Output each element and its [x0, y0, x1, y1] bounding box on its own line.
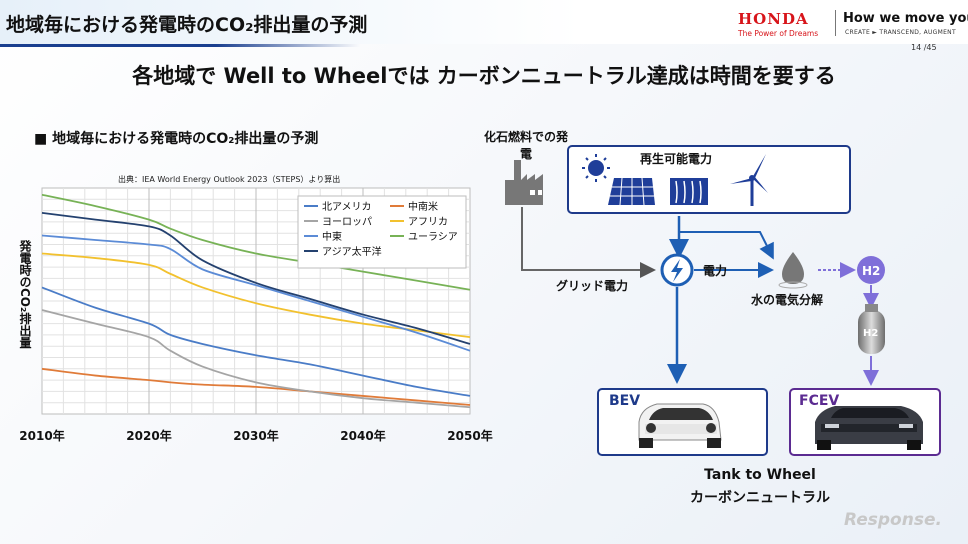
hydrogen-label: H2 [862, 264, 880, 278]
chart-legend [297, 195, 467, 269]
honda-wordmark: HONDA [738, 10, 809, 28]
chart-y-axis-label: 発電時のCO₂排出量 [18, 240, 32, 349]
series-line [41, 211, 471, 345]
legend-label: アフリカ [408, 216, 448, 228]
hydrogen-tank-icon: H2 [858, 304, 885, 354]
carbon-neutral-label: カーボンニュートラル [690, 490, 830, 506]
tank-h2-label: H2 [863, 328, 878, 339]
series-line [41, 309, 471, 409]
power-label: 電力 [703, 264, 728, 278]
chart-source: 出典：IEA World Energy Outlook 2023（STEPS）よ… [118, 175, 341, 184]
bev-label: BEV [609, 393, 641, 409]
fcev-car-icon [815, 406, 923, 450]
legend-label: 北アメリカ [322, 201, 372, 213]
chart-heading: ■ 地域毎における発電時のCO₂排出量の予測 [34, 131, 319, 147]
series-line [41, 286, 471, 397]
legend-label: 中東 [322, 230, 342, 243]
slogan-sub: CREATE ► TRANSCEND, AUGMENT [845, 29, 956, 36]
fcev-box [789, 388, 941, 456]
hydrogen-icon: H2 [857, 256, 885, 284]
grid-power-line [521, 207, 656, 278]
grid-power-label: グリッド電力 [556, 279, 629, 293]
x-tick-label: 2010年 [19, 428, 64, 443]
honda-tagline: The Power of Dreams [738, 29, 819, 38]
x-tick-label: 2050年 [447, 428, 492, 443]
power-icon [660, 253, 694, 287]
series-line [41, 234, 471, 352]
logo-divider [835, 10, 836, 36]
renewable-power-label: 再生可能電力 [640, 152, 713, 166]
electrolysis-label: 水の電気分解 [751, 293, 824, 307]
legend-label: アジア太平洋 [322, 245, 382, 258]
legend-label: ヨーロッパ [322, 216, 372, 228]
tank-to-wheel-label: Tank to Wheel [704, 467, 816, 483]
bev-car-icon [638, 403, 722, 448]
honda-logo: HONDA The Power of Dreams [738, 10, 838, 38]
header-underline [0, 44, 360, 47]
x-tick-label: 2030年 [233, 428, 278, 443]
legend-label: 中南米 [408, 200, 438, 213]
slide-title: 地域毎における発電時のCO₂排出量の予測 [6, 14, 368, 36]
header-bar [0, 0, 968, 44]
factory-icon [505, 160, 543, 205]
renewable-to-electrolysis-line [679, 231, 774, 260]
fcev-label: FCEV [799, 393, 840, 409]
headline: 各地域で Well to Wheelでは カーボンニュートラル達成は時間を要する [132, 64, 836, 88]
x-tick-label: 2020年 [126, 428, 171, 443]
page-number: 14 /45 [911, 43, 937, 52]
x-tick-label: 2040年 [340, 428, 385, 443]
bev-box [597, 388, 768, 456]
fossil-generation-label: 化石燃料での発電 [483, 130, 568, 161]
legend-label: ユーラシア [408, 231, 458, 243]
water-drop-icon [778, 252, 808, 289]
response-watermark-logo: Response. [844, 510, 942, 530]
series-line [41, 367, 471, 406]
slogan: How we move you. [843, 11, 968, 26]
series-line [41, 252, 471, 339]
series-line [41, 193, 471, 291]
